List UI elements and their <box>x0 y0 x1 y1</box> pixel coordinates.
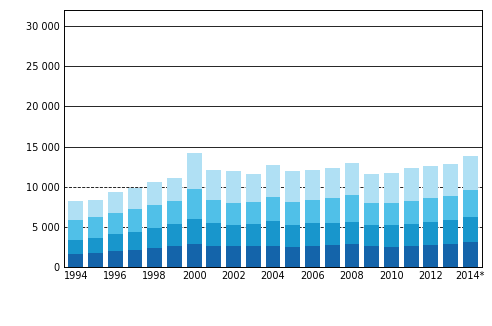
Bar <box>404 201 419 224</box>
Bar <box>187 244 202 267</box>
Bar <box>404 168 419 201</box>
Bar <box>88 217 103 238</box>
Bar <box>68 240 83 255</box>
Bar <box>404 246 419 267</box>
Bar <box>285 247 300 267</box>
Bar <box>108 234 123 251</box>
Bar <box>226 171 241 203</box>
Bar <box>88 200 103 217</box>
Bar <box>167 178 182 200</box>
Bar <box>305 223 320 246</box>
Bar <box>88 253 103 267</box>
Bar <box>127 250 142 267</box>
Bar <box>226 246 241 267</box>
Bar <box>463 217 478 242</box>
Bar <box>305 246 320 267</box>
Bar <box>226 225 241 246</box>
Bar <box>68 200 83 220</box>
Bar <box>384 203 399 226</box>
Bar <box>68 255 83 267</box>
Bar <box>266 165 280 197</box>
Bar <box>443 244 458 267</box>
Bar <box>384 173 399 203</box>
Bar <box>147 248 162 267</box>
Bar <box>285 171 300 202</box>
Bar <box>167 245 182 267</box>
Bar <box>463 242 478 267</box>
Bar <box>167 200 182 224</box>
Bar <box>443 196 458 220</box>
Bar <box>266 197 280 221</box>
Bar <box>207 200 221 223</box>
Bar <box>325 245 339 267</box>
Bar <box>424 198 438 222</box>
Bar <box>88 238 103 253</box>
Bar <box>207 245 221 267</box>
Bar <box>424 222 438 245</box>
Bar <box>147 228 162 248</box>
Bar <box>207 223 221 245</box>
Bar <box>364 246 379 267</box>
Bar <box>404 224 419 246</box>
Bar <box>207 170 221 200</box>
Bar <box>463 156 478 190</box>
Bar <box>344 163 359 195</box>
Bar <box>108 251 123 267</box>
Bar <box>246 202 261 224</box>
Bar <box>246 224 261 246</box>
Bar <box>443 164 458 196</box>
Bar <box>226 203 241 225</box>
Bar <box>325 168 339 198</box>
Bar <box>246 246 261 267</box>
Bar <box>344 244 359 267</box>
Bar <box>108 213 123 234</box>
Bar <box>187 153 202 189</box>
Bar <box>424 166 438 198</box>
Bar <box>344 195 359 222</box>
Bar <box>384 247 399 267</box>
Bar <box>108 192 123 213</box>
Bar <box>364 226 379 246</box>
Bar <box>364 174 379 203</box>
Bar <box>187 219 202 244</box>
Bar <box>147 204 162 228</box>
Bar <box>187 189 202 219</box>
Bar <box>127 232 142 250</box>
Bar <box>305 170 320 200</box>
Bar <box>443 220 458 244</box>
Bar <box>364 203 379 226</box>
Bar <box>325 198 339 223</box>
Bar <box>167 224 182 245</box>
Bar <box>305 200 320 223</box>
Bar <box>344 222 359 244</box>
Bar <box>266 245 280 267</box>
Bar <box>127 188 142 209</box>
Bar <box>266 221 280 245</box>
Bar <box>424 245 438 267</box>
Bar <box>127 209 142 232</box>
Bar <box>285 202 300 225</box>
Bar <box>246 174 261 202</box>
Bar <box>147 182 162 204</box>
Bar <box>384 226 399 247</box>
Bar <box>463 190 478 217</box>
Bar <box>325 223 339 245</box>
Bar <box>68 220 83 240</box>
Bar <box>285 225 300 247</box>
